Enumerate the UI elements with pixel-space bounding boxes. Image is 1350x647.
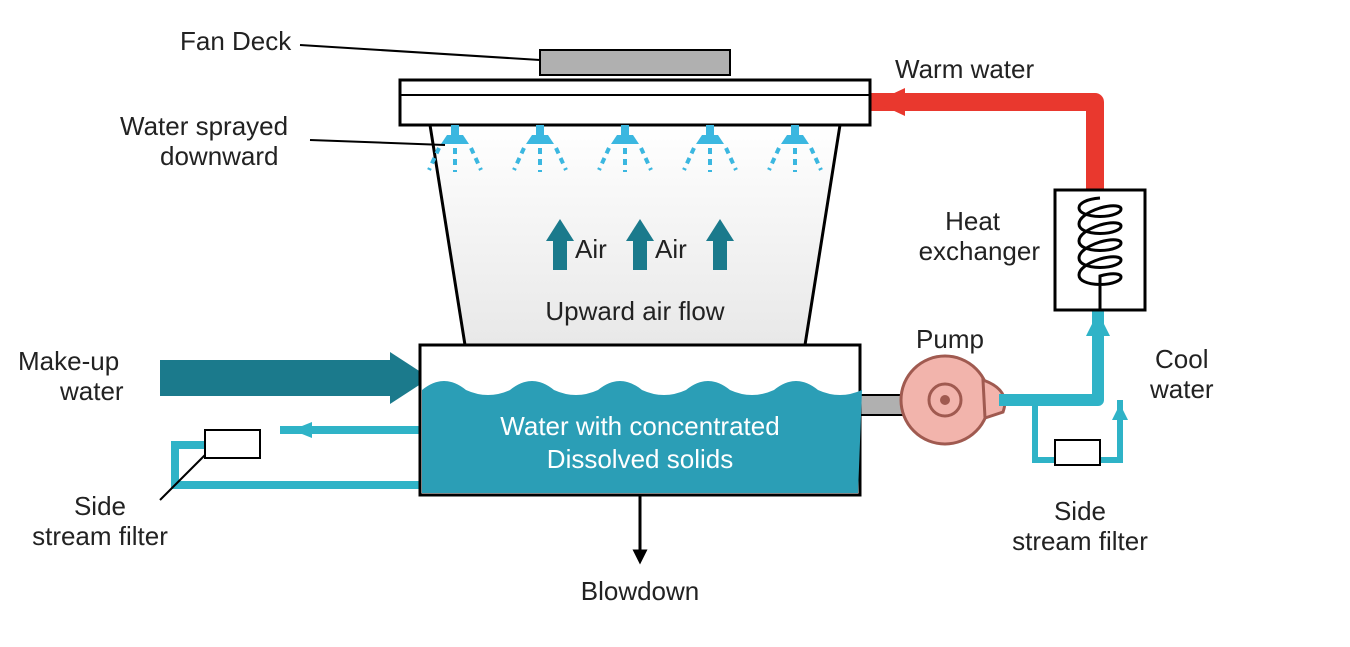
label-filter-r1: Side (1054, 496, 1106, 526)
leader-fan-deck (300, 45, 540, 60)
label-filter-l2: stream filter (32, 521, 168, 551)
cool-water-pipe (999, 310, 1098, 400)
fan-deck (540, 50, 730, 75)
cool-water-arrowhead (1086, 312, 1110, 336)
pump-shaft (940, 395, 950, 405)
label-warm-water: Warm water (895, 54, 1034, 84)
side-stream-filter-left (205, 430, 260, 458)
label-heat-ex-1: Heat (945, 206, 1001, 236)
label-upward-flow: Upward air flow (545, 296, 724, 326)
label-heat-ex-2: exchanger (919, 236, 1041, 266)
side-stream-right-arrow (1112, 404, 1128, 420)
label-makeup-2: water (59, 376, 124, 406)
label-spray-2: downward (160, 141, 279, 171)
leader-filter-left (160, 455, 205, 500)
label-fan-deck: Fan Deck (180, 26, 292, 56)
side-stream-filter-right (1055, 440, 1100, 465)
label-spray-1: Water sprayed (120, 111, 288, 141)
leader-spray (310, 140, 445, 145)
label-air-2: Air (655, 234, 687, 264)
label-cool-1: Cool (1155, 344, 1208, 374)
warm-water-arrowhead (875, 88, 905, 116)
label-basin-1: Water with concentrated (500, 411, 779, 441)
label-air-1: Air (575, 234, 607, 264)
label-blowdown: Blowdown (581, 576, 700, 606)
label-pump: Pump (916, 324, 984, 354)
distribution-deck (400, 80, 870, 125)
label-filter-l1: Side (74, 491, 126, 521)
label-cool-2: water (1149, 374, 1214, 404)
side-stream-left-arrow (292, 422, 312, 438)
basin-outlet-stub (860, 395, 905, 415)
label-filter-r2: stream filter (1012, 526, 1148, 556)
label-makeup-1: Make-up (18, 346, 119, 376)
label-basin-2: Dissolved solids (547, 444, 733, 474)
